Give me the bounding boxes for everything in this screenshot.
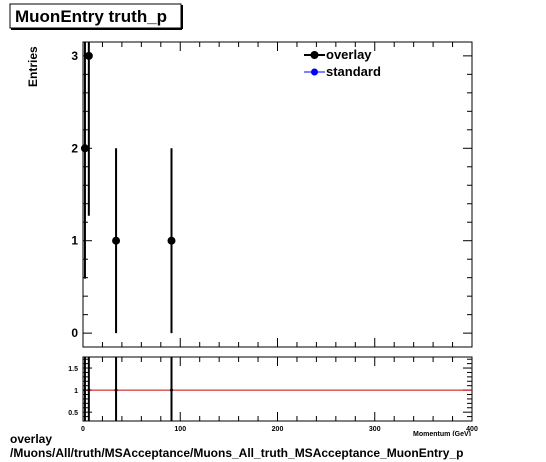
ratio-y-tick-label: 0.5 <box>68 410 78 417</box>
main-plot-marks <box>80 42 176 334</box>
y-tick-label: 2 <box>71 141 78 155</box>
y-tick-label: 0 <box>71 326 78 340</box>
ratio-x-tick-label: 200 <box>272 426 284 433</box>
legend-standard-label: standard <box>326 64 381 79</box>
main-plot-frame <box>82 41 473 348</box>
ratio-y-tick-label: 1.5 <box>68 366 78 373</box>
overlay-point <box>167 236 176 245</box>
ratio-x-tick-label: 400 <box>466 426 478 433</box>
footer-label: overlay <box>10 432 53 446</box>
title-box <box>9 3 182 29</box>
ratio-x-tick-label: 100 <box>174 426 186 433</box>
ratio-y-tick-label: 1 <box>74 388 78 395</box>
ratio-plot-frame <box>82 356 473 422</box>
y-axis-title: Entries <box>26 46 40 87</box>
chart-title: MuonEntry truth_p <box>15 7 167 26</box>
y-tick-label: 1 <box>71 234 78 248</box>
overlay-point <box>112 236 121 245</box>
ratio-point <box>87 388 91 392</box>
overlay-point <box>80 144 89 153</box>
x-axis-title: Momentum (GeV) <box>413 431 471 438</box>
ratio-x-tick-label: 0 <box>81 426 85 433</box>
main-axis-ticks: 0 1 2 3 <box>71 42 473 347</box>
x-axis-title-clip <box>380 436 480 446</box>
y-tick-label: 3 <box>71 49 78 63</box>
ratio-axis-ticks: 0.5 1 1.5 0 100 200 300 400 <box>68 357 478 433</box>
legend: overlay standard <box>304 47 381 79</box>
ratio-point <box>114 388 118 392</box>
ratio-point <box>169 388 173 392</box>
legend-standard-marker <box>311 68 318 76</box>
ratio-x-tick-label: 300 <box>369 426 381 433</box>
legend-overlay-label: overlay <box>326 47 372 62</box>
ratio-point <box>83 388 87 392</box>
legend-overlay-marker <box>310 51 319 59</box>
overlay-point <box>84 51 93 60</box>
footer-path: /Muons/All/truth/MSAcceptance/Muons_All_… <box>10 446 464 460</box>
ratio-plot-marks <box>83 357 472 421</box>
